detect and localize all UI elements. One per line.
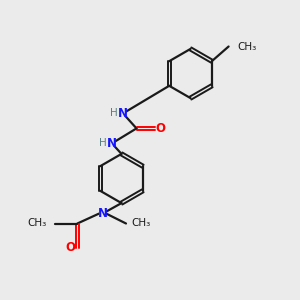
- Text: N: N: [118, 107, 128, 120]
- Text: CH₃: CH₃: [237, 41, 256, 52]
- FancyBboxPatch shape: [158, 125, 164, 132]
- FancyBboxPatch shape: [100, 140, 106, 147]
- Text: H: H: [110, 108, 118, 118]
- FancyBboxPatch shape: [111, 110, 117, 117]
- Text: CH₃: CH₃: [131, 218, 150, 229]
- Text: N: N: [98, 207, 108, 220]
- Text: CH₃: CH₃: [27, 218, 46, 229]
- Text: H: H: [99, 138, 107, 148]
- Text: N: N: [107, 137, 117, 150]
- FancyBboxPatch shape: [120, 110, 126, 117]
- Text: O: O: [156, 122, 166, 135]
- FancyBboxPatch shape: [234, 43, 240, 50]
- Text: O: O: [66, 241, 76, 254]
- FancyBboxPatch shape: [68, 244, 74, 251]
- FancyBboxPatch shape: [109, 140, 115, 147]
- FancyBboxPatch shape: [99, 210, 106, 217]
